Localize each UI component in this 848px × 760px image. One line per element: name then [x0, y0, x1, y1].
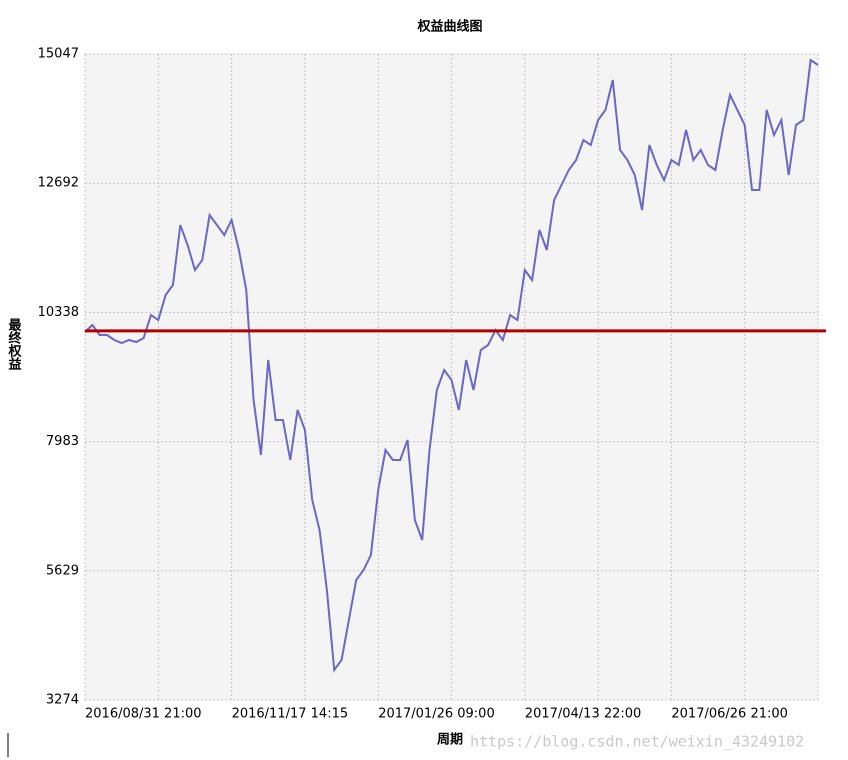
x-tick-label: 2016/11/17 14:15	[232, 707, 349, 722]
y-axis-label: 最终权益	[6, 318, 23, 371]
y-tick-label: 7983	[46, 434, 79, 449]
chart-title: 权益曲线图	[416, 19, 482, 35]
x-tick-label: 2017/01/26 09:00	[378, 707, 495, 722]
line-series	[84, 58, 819, 673]
y-tick-label: 10338	[38, 305, 79, 320]
x-tick-label: 2017/06/26 21:00	[671, 707, 788, 722]
x-axis-label: 周期	[437, 733, 463, 748]
x-tick-label: 2016/08/31 21:00	[85, 707, 202, 722]
y-tick-label: 3274	[46, 693, 79, 708]
y-tick-label: 5629	[46, 563, 79, 578]
plot-area	[85, 54, 818, 700]
x-tick-label: 2017/04/13 22:00	[525, 707, 642, 722]
watermark: https://blog.csdn.net/weixin_43249102	[470, 733, 804, 751]
y-tick-label: 12692	[38, 176, 79, 191]
y-tick-label: 15047	[38, 47, 79, 62]
